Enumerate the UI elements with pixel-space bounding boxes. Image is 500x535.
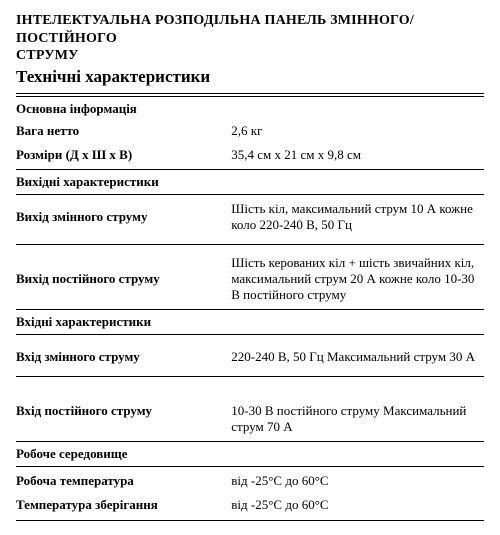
env-table: Робоча температура від -25°C до 60°C Тем… bbox=[16, 469, 484, 518]
spec-label: Робоча температура bbox=[16, 469, 231, 493]
table-row: Вага нетто 2,6 кг bbox=[16, 119, 484, 143]
divider bbox=[16, 466, 484, 467]
spec-value: 220-240 В, 50 Гц Максимальний струм 30 А bbox=[231, 345, 484, 369]
table-row: Розміри (Д х Ш х В) 35,4 см x 21 см x 9,… bbox=[16, 143, 484, 167]
spec-label: Вага нетто bbox=[16, 119, 231, 143]
divider bbox=[16, 93, 484, 94]
divider bbox=[16, 520, 484, 521]
spec-label: Вихід змінного струму bbox=[16, 197, 231, 238]
basic-info-table: Вага нетто 2,6 кг Розміри (Д х Ш х В) 35… bbox=[16, 119, 484, 168]
title-line-2: СТРУМУ bbox=[16, 48, 79, 63]
spec-value: від -25°C до 60°C bbox=[231, 469, 484, 493]
table-row: Робоча температура від -25°C до 60°C bbox=[16, 469, 484, 493]
section-heading-output: Вихідні характеристики bbox=[16, 172, 484, 192]
table-row: Вихід змінного струму Шість кіл, максима… bbox=[16, 197, 484, 238]
divider bbox=[16, 441, 484, 442]
table-row: Вхід змінного струму 220-240 В, 50 Гц Ма… bbox=[16, 345, 484, 369]
spec-value: 35,4 см x 21 см x 9,8 см bbox=[231, 143, 484, 167]
spec-label: Температура зберігання bbox=[16, 493, 231, 517]
title-line-1: ІНТЕЛЕКТУАЛЬНА РОЗПОДІЛЬНА ПАНЕЛЬ ЗМІННО… bbox=[16, 13, 414, 46]
section-heading-env: Робоче середовище bbox=[16, 444, 484, 464]
spec-value: 10-30 В постійного струму Максимальний с… bbox=[231, 399, 484, 440]
divider bbox=[16, 169, 484, 170]
spec-value: 2,6 кг bbox=[231, 119, 484, 143]
spec-label: Вхід змінного струму bbox=[16, 345, 231, 369]
divider bbox=[16, 96, 484, 97]
input-table: Вхід змінного струму 220-240 В, 50 Гц Ма… bbox=[16, 345, 484, 439]
page-title: ІНТЕЛЕКТУАЛЬНА РОЗПОДІЛЬНА ПАНЕЛЬ ЗМІННО… bbox=[16, 12, 484, 65]
spec-value: Шість кіл, максимальний струм 10 А кожне… bbox=[231, 197, 484, 238]
spec-label: Вихід постійного струму bbox=[16, 251, 231, 308]
divider bbox=[16, 334, 484, 335]
spec-label: Вхід постійного струму bbox=[16, 399, 231, 440]
page-subtitle: Технічні характеристики bbox=[16, 67, 484, 87]
divider bbox=[16, 376, 484, 377]
table-row: Вхід постійного струму 10-30 В постійног… bbox=[16, 399, 484, 440]
section-heading-input: Вхідні характеристики bbox=[16, 312, 484, 332]
output-table: Вихід змінного струму Шість кіл, максима… bbox=[16, 197, 484, 307]
divider bbox=[16, 244, 484, 245]
table-row: Температура зберігання від -25°C до 60°C bbox=[16, 493, 484, 517]
spec-value: від -25°C до 60°C bbox=[231, 493, 484, 517]
divider bbox=[16, 194, 484, 195]
spec-value: Шість керованих кіл + шість звичайних кі… bbox=[231, 251, 484, 308]
spec-label: Розміри (Д х Ш х В) bbox=[16, 143, 231, 167]
divider bbox=[16, 309, 484, 310]
section-heading-basic: Основна інформація bbox=[16, 99, 484, 119]
table-row: Вихід постійного струму Шість керованих … bbox=[16, 251, 484, 308]
